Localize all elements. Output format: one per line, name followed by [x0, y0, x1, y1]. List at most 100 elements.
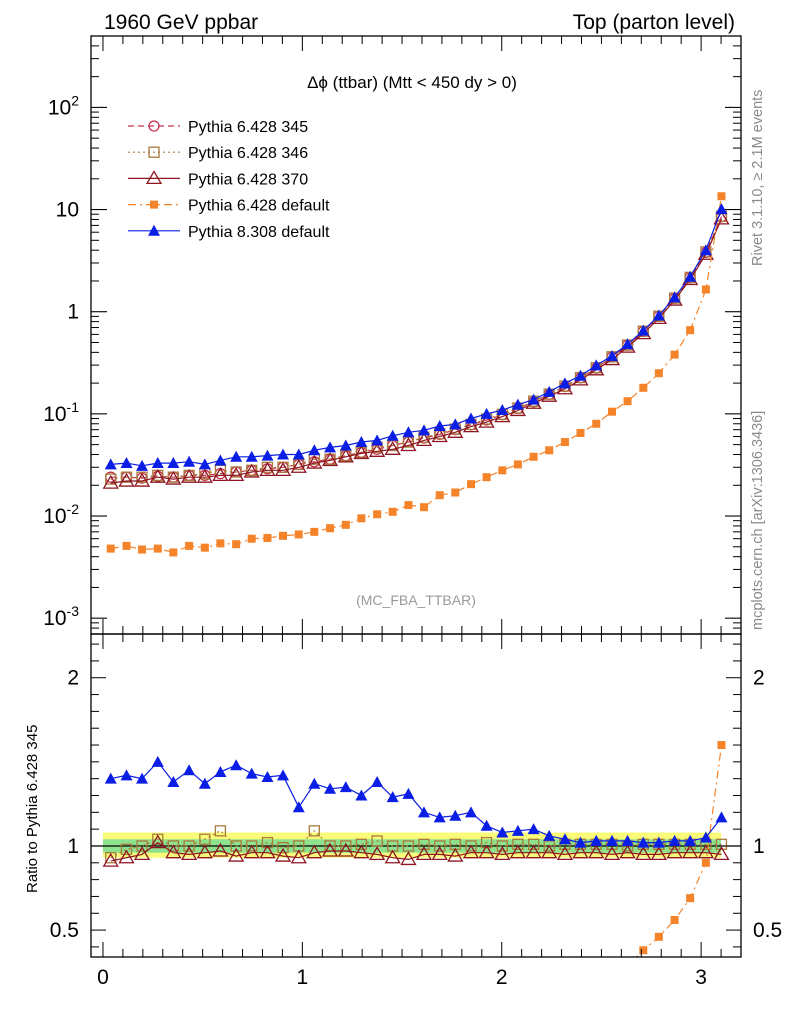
ratio-point-p370 [650, 846, 667, 861]
ratio-point-p346 [105, 852, 117, 864]
ratio-point-p8def [543, 829, 556, 841]
main-point-p6def [623, 397, 632, 406]
main-line-p370 [110, 218, 723, 484]
ratio-point-p370 [228, 847, 245, 862]
ratio-point-p6def [717, 741, 726, 750]
side-label-mcplots: mcplots.cern.ch [arXiv:1306.3436] [750, 411, 766, 630]
ratio-point-p8def [324, 782, 337, 794]
main-point-p8def [230, 450, 243, 462]
ratio-point-p346 [120, 843, 133, 855]
ratio-point-p370 [494, 846, 511, 861]
main-point-p346 [105, 473, 117, 485]
main-point-p6def [435, 491, 444, 500]
main-point-p370 [165, 470, 182, 485]
main-point-p8def [277, 448, 290, 460]
header-left: 1960 GeV ppbar [104, 11, 258, 34]
main-line-p6def [110, 196, 723, 554]
main-point-p8def [496, 404, 509, 416]
ratio-point-p346 [183, 840, 195, 852]
main-point-p8def [543, 385, 556, 397]
main-point-p6def [122, 541, 131, 550]
ratio-point-p370 [415, 846, 433, 861]
ratio-point-p370 [180, 846, 198, 861]
ratio-point-p346 [214, 825, 227, 837]
ratio-point-p8def [417, 806, 430, 818]
ratio-point-p370 [290, 849, 307, 864]
main-point-p370 [290, 458, 307, 473]
ratio-point-p6def [624, 961, 632, 969]
ratio-point-p346 [199, 833, 211, 845]
legend-label-p346: Pythia 6.428 346 [188, 145, 308, 162]
ratio-point-p8def [590, 834, 603, 846]
ratio-point-p370 [259, 844, 276, 859]
ratio-line-p8def [110, 760, 722, 844]
ratio-point-p8def [245, 767, 258, 779]
ratio-point-p346 [355, 838, 368, 850]
ratio-point-p8def [402, 787, 415, 799]
main-point-p8def [637, 324, 650, 336]
ratio-point-p370 [196, 844, 213, 859]
ratio-x-tick-label: 3 [695, 966, 707, 989]
legend-label-p370: Pythia 6.428 370 [188, 171, 308, 188]
legend-marker-p6def [150, 200, 158, 209]
main-point-p8def [511, 398, 524, 410]
ratio-point-p8def [120, 769, 133, 781]
ratio-point-p370 [149, 834, 166, 849]
ratio-point-p8def [136, 772, 149, 784]
main-point-p6def [607, 407, 616, 416]
ratio-point-p8def [277, 769, 290, 781]
main-point-p8def [308, 444, 321, 456]
main-point-p8def [527, 393, 540, 405]
ratio-point-p346 [527, 838, 540, 850]
ratio-point-p346 [543, 840, 555, 852]
main-point-p8def [558, 377, 571, 389]
main-point-p6def [576, 428, 585, 437]
ratio-series-p6def [624, 741, 726, 969]
main-y-tick-label: 10-3 [43, 603, 79, 630]
legend-marker-p345 [148, 120, 160, 132]
ratio-point-p8def [699, 831, 712, 843]
main-point-p6def [404, 501, 413, 510]
ratio-point-p370 [509, 844, 527, 859]
ratio-line-p370 [110, 841, 722, 862]
main-point-p6def [341, 520, 350, 529]
ratio-point-p346 [465, 840, 477, 852]
main-point-p8def [151, 457, 164, 469]
legend-label-p8def: Pythia 8.308 default [188, 224, 330, 241]
main-point-p6def [138, 545, 147, 554]
main-point-p8def [699, 244, 712, 256]
main-point-p370 [196, 468, 213, 483]
main-point-p346 [120, 471, 133, 483]
ratio-point-p8def [433, 811, 446, 823]
ratio-point-p370 [133, 846, 151, 861]
ratio-point-p8def [511, 824, 524, 836]
main-point-p8def [339, 439, 352, 451]
main-point-p6def [639, 383, 648, 392]
ratio-y-axis-label: Ratio to Pythia 6.428 345 [24, 725, 41, 893]
main-point-p8def [167, 457, 180, 469]
main-point-p8def [715, 203, 728, 215]
ratio-point-p370 [478, 844, 495, 859]
main-point-p6def [294, 530, 303, 539]
main-point-p6def [388, 507, 397, 516]
ratio-point-p8def [496, 826, 509, 838]
ratio-point-p346 [512, 838, 524, 850]
main-point-p6def [419, 503, 428, 512]
ratio-point-p6def [686, 894, 695, 903]
main-point-p8def [386, 429, 399, 441]
ratio-point-p8def [339, 781, 352, 793]
main-point-p6def [185, 541, 194, 550]
main-point-p6def [529, 452, 538, 461]
ratio-point-p8def [684, 834, 697, 846]
ratio-point-p346 [715, 838, 728, 850]
side-label-rivet: Rivet 3.1.10, ≥ 2.1M events [750, 90, 766, 266]
ratio-point-p8def [605, 834, 618, 846]
main-line-p346 [110, 215, 723, 480]
ratio-point-p8def [151, 755, 164, 767]
ratio-point-p8def [449, 809, 462, 821]
main-plot-area [102, 192, 730, 557]
ratio-point-p346 [152, 833, 164, 845]
ratio-point-p346 [277, 842, 289, 854]
main-point-p6def [717, 192, 726, 201]
main-point-p8def [183, 455, 196, 467]
